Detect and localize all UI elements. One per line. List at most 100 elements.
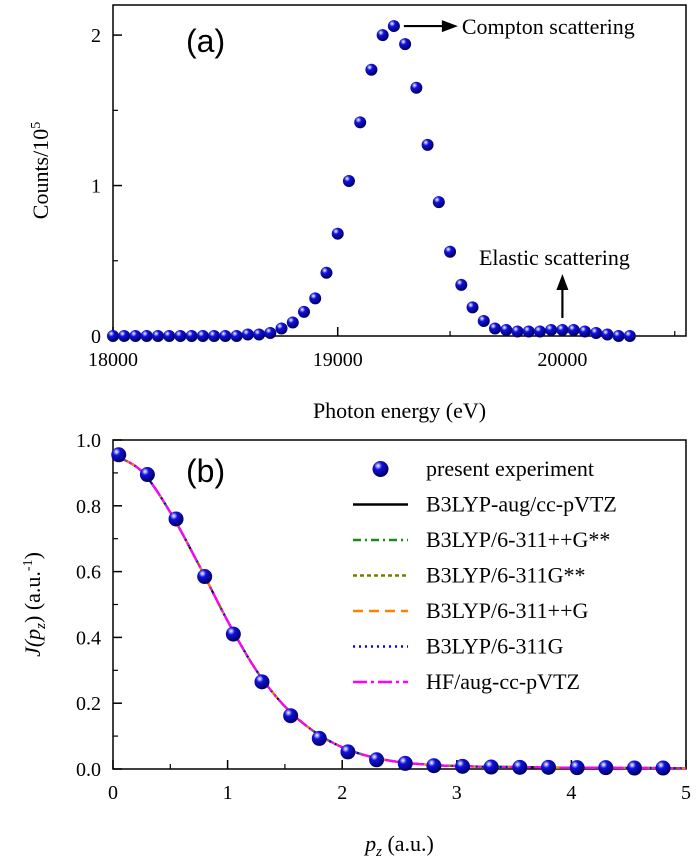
panel-a-data-point <box>533 325 546 338</box>
panel-a-data-point <box>556 323 569 336</box>
panel-a-data-point <box>298 305 310 318</box>
panel-b-data-point <box>225 626 241 642</box>
panel-b-data-point <box>483 759 499 775</box>
panel-a-data-point <box>466 301 479 314</box>
panel-a-data-point <box>489 322 501 335</box>
panel-b-ylabel-unit: ) (a.u. <box>20 571 45 623</box>
panel-a-data-point <box>500 323 513 336</box>
panel-a-ytick-label: 0 <box>91 326 101 348</box>
panel-a-data-point <box>107 330 119 342</box>
panel-b-data-point <box>168 511 184 527</box>
panel-a-data-point <box>219 330 232 342</box>
panel-b-data-point <box>340 744 356 760</box>
panel-a-ylabel-exp: 5 <box>29 122 44 129</box>
panel-a-data-point <box>342 175 355 188</box>
panel-a-data-point <box>432 196 445 209</box>
panel-b-frame <box>112 439 687 770</box>
panel-b-ytick-label: 0.6 <box>76 562 101 584</box>
panel-b-ytick-label: 1.0 <box>76 430 101 452</box>
panel-b-data-point <box>197 569 213 585</box>
panel-a-ticks: 18000 19000 20000 0 1 2 <box>88 25 676 371</box>
panel-a-data-point <box>455 278 468 291</box>
panel-b-data-point <box>512 759 528 775</box>
panel-b-xtick-label: 3 <box>452 782 462 804</box>
panel-b-data-point <box>598 760 614 776</box>
panel-b-ytick-label: 0.8 <box>76 496 101 518</box>
panel-a-data-point <box>387 20 400 33</box>
panel-a-annotations: Compton scattering Elastic scattering <box>403 14 635 318</box>
panel-a-data-point <box>365 63 378 76</box>
panel-b-xtick-label: 0 <box>108 782 118 804</box>
panel-a-data-point <box>331 227 344 240</box>
legend-marker-experiment <box>372 461 389 477</box>
panel-a: 18000 19000 20000 0 1 2 (a) Photon energy (eV… <box>28 4 687 423</box>
panel-a-data-point <box>208 330 221 342</box>
panel-a-data-point <box>151 330 164 342</box>
panel-a-data-point <box>522 325 535 338</box>
legend-label-experiment: present experiment <box>426 456 594 481</box>
legend-label-5: B3LYP/6-311G <box>426 634 564 659</box>
panel-a-data-point <box>230 330 243 342</box>
panel-a-ylabel-main: Counts/10 <box>28 129 53 219</box>
panel-b-data-point <box>283 708 299 724</box>
panel-a-ylabel: Counts/105 <box>28 122 53 219</box>
panel-a-ytick-label: 1 <box>91 176 101 198</box>
panel-a-data-point <box>174 330 187 342</box>
compton-arrowhead <box>441 20 458 33</box>
panel-a-xtick-label: 18000 <box>88 349 138 371</box>
panel-a-data-point <box>410 81 423 94</box>
elastic-arrowhead <box>556 273 569 290</box>
legend-label-1: B3LYP-aug/cc-pVTZ <box>426 492 617 517</box>
panel-a-xtick-label: 19000 <box>313 349 363 371</box>
panel-a-points <box>107 20 636 342</box>
panel-b-xtick-label: 4 <box>566 782 576 804</box>
panel-b-ylabel-sub: z <box>33 623 49 630</box>
panel-b-data-point <box>111 447 127 463</box>
panel-b-xlabel-sub: z <box>375 844 382 860</box>
panel-b-ylabel: J(pz) (a.u.-1) <box>20 552 49 657</box>
panel-b-xtick-label: 2 <box>337 782 347 804</box>
panel-a-data-point <box>196 330 209 342</box>
panel-a-label: (a) <box>186 23 225 59</box>
panel-a-data-point <box>354 116 367 129</box>
panel-a-data-point <box>545 323 558 336</box>
panel-a-data-point <box>286 316 299 329</box>
panel-a-xtick-label: 20000 <box>537 349 587 371</box>
panel-b-ytick-label: 0.0 <box>76 759 101 781</box>
panel-a-data-point <box>511 325 524 338</box>
panel-a-data-point <box>477 314 490 327</box>
panel-a-data-point <box>275 322 288 335</box>
panel-a-data-point <box>253 328 266 341</box>
panel-b-data-point <box>311 730 327 746</box>
panel-a-data-point <box>309 292 322 305</box>
panel-b-points <box>111 447 671 776</box>
panel-b-xlabel: pz (a.u.) <box>363 831 434 860</box>
panel-a-data-point <box>421 138 434 151</box>
panel-a-data-point <box>129 330 142 342</box>
panel-b-xlabel-var: p <box>363 831 376 856</box>
panel-a-data-point <box>241 328 254 341</box>
panel-b-xlabel-unit: (a.u.) <box>382 831 434 856</box>
panel-b-ylabel-j: J(p <box>20 629 45 657</box>
panel-b-data-point <box>369 752 385 768</box>
panel-a-frame <box>112 4 687 337</box>
panel-b-data-point <box>540 759 556 775</box>
panel-a-data-point <box>163 330 176 342</box>
panel-b-data-point <box>254 674 270 690</box>
panel-a-data-point <box>623 330 636 342</box>
legend-label-2: B3LYP/6-311++G** <box>426 527 610 552</box>
panel-b-ytick-label: 0.4 <box>76 627 101 649</box>
panel-b-data-point <box>139 467 155 483</box>
panel-a-data-point <box>140 330 153 342</box>
panel-a-xlabel: Photon energy (eV) <box>313 398 486 423</box>
panel-a-data-point <box>376 29 389 42</box>
panel-b: 0 1 2 3 4 50.00.20.40.60.81.0 (b) pz (a.u.) J… <box>20 430 691 860</box>
legend-label-6: HF/aug-cc-pVTZ <box>426 669 580 694</box>
panel-a-data-point <box>578 325 591 338</box>
panel-a-data-point <box>264 326 277 339</box>
panel-b-ylabel-close: ) <box>20 552 45 559</box>
panel-b-legend: present experiment B3LYP-aug/cc-pVTZ B3LYP… <box>353 456 617 694</box>
panel-b-data-point <box>397 755 413 771</box>
panel-b-label: (b) <box>186 453 225 489</box>
